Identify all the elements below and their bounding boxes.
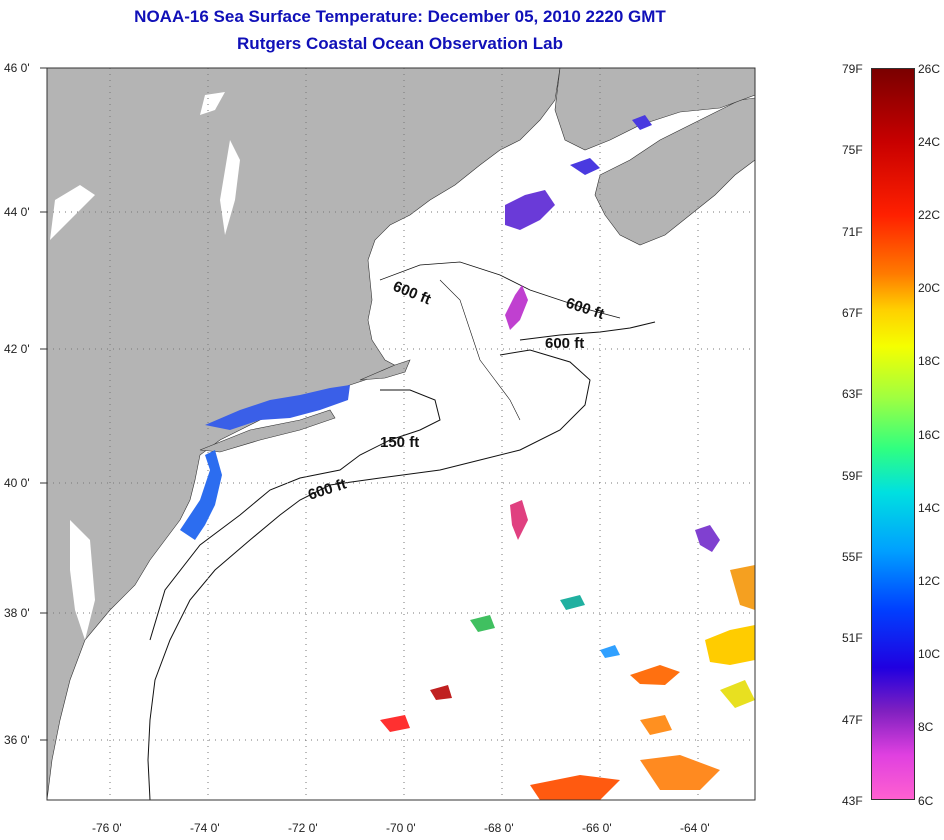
colorbar-c-label: 14C (918, 501, 941, 515)
lat-tick-label: 44 0' (4, 205, 30, 219)
colorbar-c-label: 10C (918, 647, 941, 661)
sst-patch-fundy (632, 115, 652, 130)
sst-patch-stream (640, 715, 672, 735)
lon-tick-label: -76 0' (92, 821, 122, 835)
sst-patch-stream (530, 775, 620, 800)
sst-patch-coastal (205, 385, 350, 430)
sst-patch-gulf-maine (505, 285, 528, 330)
lat-tick-label: 38 0' (4, 606, 30, 620)
lat-tick-label: 42 0' (4, 342, 30, 356)
land-cape-cod (359, 359, 411, 381)
lon-tick-label: -66 0' (582, 821, 612, 835)
colorbar-c-label: 26C (918, 62, 941, 76)
colorbar-c-label: 8C (918, 720, 934, 734)
sst-patch-stream (430, 685, 452, 700)
sst-patch-stream (600, 645, 620, 658)
sst-patch-stream (630, 665, 680, 685)
colorbar-f-label: 55F (842, 550, 863, 564)
land-nova-scotia (594, 97, 755, 246)
sst-patch-stream (380, 715, 410, 732)
colorbar-c-label: 18C (918, 354, 941, 368)
colorbar-f-label: 67F (842, 306, 863, 320)
lon-tick-label: -68 0' (484, 821, 514, 835)
plot-frame (46, 67, 756, 801)
sst-patch-stream (510, 500, 528, 540)
colorbar-f-label: 63F (842, 387, 863, 401)
colorbar-f-label: 79F (842, 62, 863, 76)
sst-patch-stream (695, 525, 720, 552)
bay (70, 520, 95, 640)
colorbar-f-label: 71F (842, 225, 863, 239)
land-long-island (199, 409, 336, 453)
contour-150ft (149, 389, 441, 641)
sst-patch-stream (640, 755, 720, 790)
sst-patch-stream (705, 625, 755, 665)
colorbar-c-label: 24C (918, 135, 941, 149)
lat-tick-label: 40 0' (4, 476, 30, 490)
colorbar-f-label: 75F (842, 143, 863, 157)
colorbar-c-label: 6C (918, 794, 934, 808)
contour-label: 150 ft (380, 434, 419, 451)
sst-patch-stream (560, 595, 585, 610)
lat-tick-label: 36 0' (4, 733, 30, 747)
contour-label: 600 ft (545, 335, 584, 352)
sst-patch-stream (470, 615, 495, 632)
colorbar-f-label: 43F (842, 794, 863, 808)
sst-patch-coastal (180, 450, 222, 540)
colorbar-f-label: 47F (842, 713, 863, 727)
colorbar-c-label: 16C (918, 428, 941, 442)
lat-lon-grid (47, 68, 755, 800)
contour-inner (439, 279, 521, 421)
lon-tick-label: -74 0' (190, 821, 220, 835)
temperature-colorbar (871, 68, 915, 800)
colorbar-c-label: 12C (918, 574, 941, 588)
lake (50, 185, 95, 240)
sst-patch-gulf-maine (505, 190, 555, 230)
lon-tick-label: -70 0' (386, 821, 416, 835)
contour-600ft-shelf (147, 349, 591, 800)
latitude-axis: 46 0' 44 0' 42 0' 40 0' 38 0' 36 0' (4, 61, 47, 747)
colorbar-c-label: 22C (918, 208, 941, 222)
lon-tick-label: -72 0' (288, 821, 318, 835)
sst-patch-stream (730, 565, 755, 610)
colorbar-f-label: 59F (842, 469, 863, 483)
land-mainland (47, 68, 561, 800)
lake (220, 140, 240, 235)
longitude-axis: -76 0' -74 0' -72 0' -70 0' -68 0' -66 0… (92, 821, 710, 835)
lake (200, 92, 225, 115)
lon-tick-label: -64 0' (680, 821, 710, 835)
map-title: NOAA-16 Sea Surface Temperature: Decembe… (134, 7, 666, 26)
lat-tick-label: 46 0' (4, 61, 30, 75)
sst-patch-stream (720, 680, 755, 708)
sst-patch-fundy (570, 158, 600, 175)
contour-gulf-maine (379, 261, 621, 319)
colorbar-c-label: 20C (918, 281, 941, 295)
map-subtitle: Rutgers Coastal Ocean Observation Lab (237, 34, 563, 53)
colorbar-f-label: 51F (842, 631, 863, 645)
